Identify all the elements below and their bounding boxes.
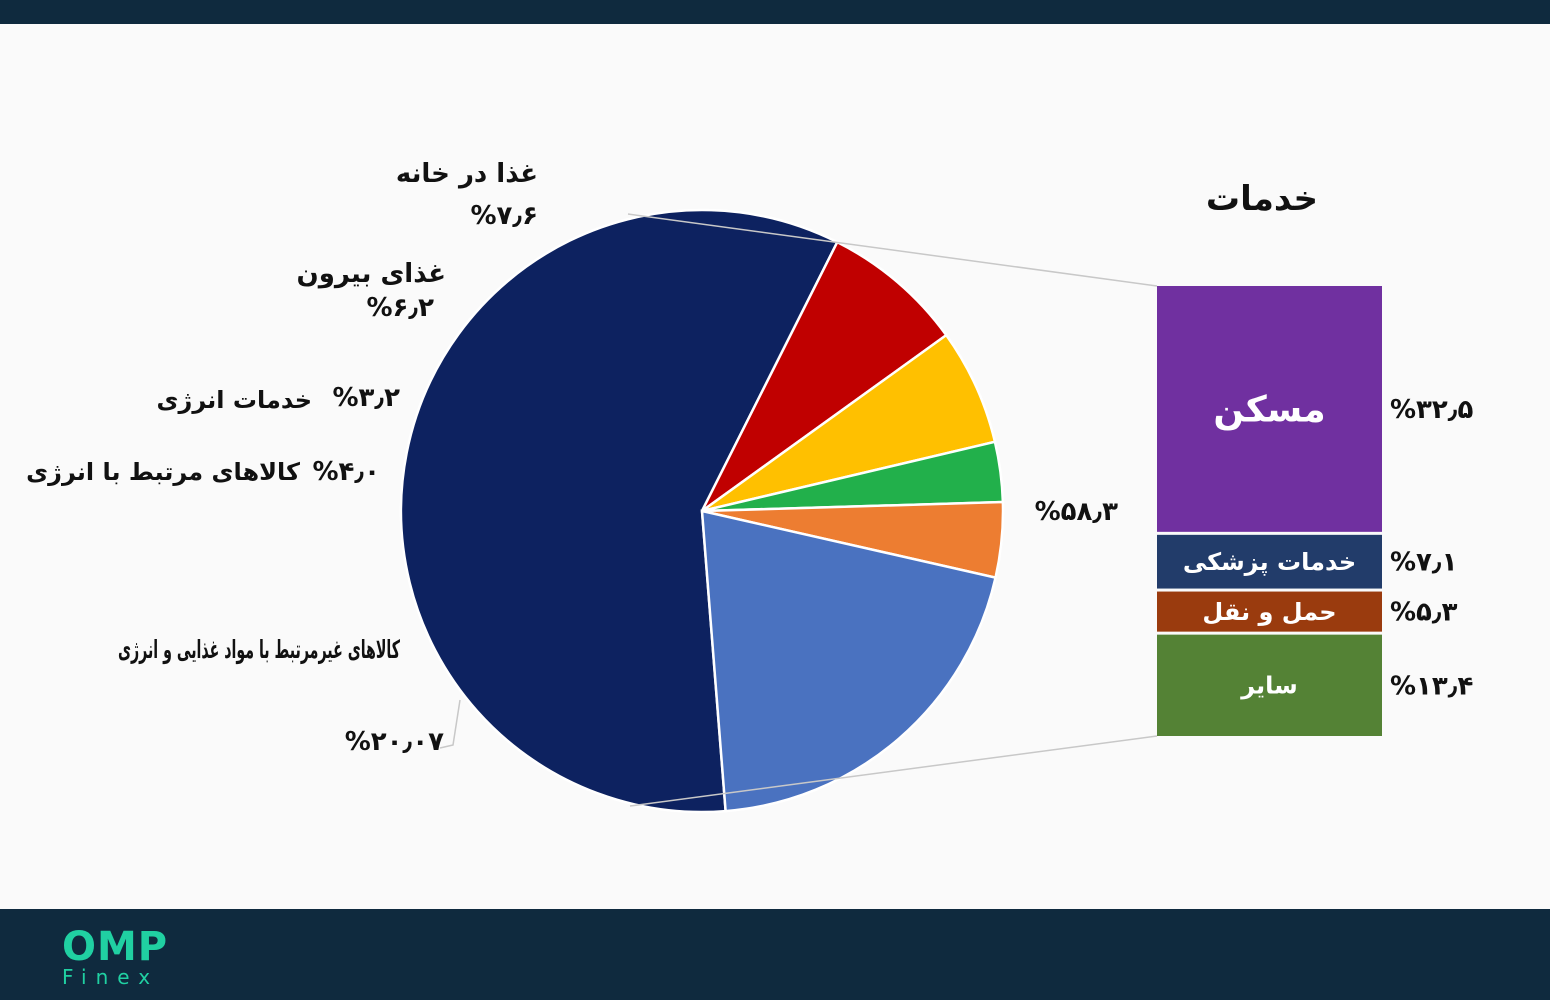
- slice-value-0: %۵۸٫۳: [1035, 497, 1119, 527]
- connector-lines: [439, 213, 1158, 807]
- slice-label-4: کالاهای مرتبط با انرژی: [26, 458, 300, 486]
- breakdown-label-1: خدمات پزشکی: [1183, 548, 1356, 576]
- breakdown-value-3: %۱۳٫۴: [1390, 671, 1473, 701]
- slice-label-2: غذای بیرون: [297, 259, 446, 289]
- breakdown-value-0: %۳۲٫۵: [1390, 395, 1474, 425]
- breakdown-segment-0: [1157, 286, 1382, 532]
- logo: OMP: [62, 924, 169, 970]
- connector-bottom: [629, 735, 1158, 807]
- chart-labels: %۵۸٫۳ غذا در خانه %۷٫۶ غذای بیرون %۶٫۲ %۳٫۲ خد…: [26, 159, 1473, 757]
- breakdown-label-0: مسکن: [1213, 390, 1325, 431]
- pie-slice-2: [701, 333, 997, 513]
- breakdown-segment-3: [1157, 634, 1382, 736]
- breakdown-label-3: سایر: [1240, 672, 1298, 700]
- breakdown-segment-1: [1157, 534, 1382, 589]
- breakdown-value-2: %۵٫۳: [1390, 598, 1458, 628]
- breakdown-segment-2: [1157, 591, 1382, 632]
- leader-line: [439, 699, 461, 749]
- logo-subtitle: Finex: [62, 965, 160, 989]
- pie-chart: [399, 208, 1005, 814]
- pie-slice-5: [700, 509, 998, 813]
- slice-label-1: غذا در خانه: [396, 159, 538, 189]
- slice-label-5: کالاهای غیرمرتبط با مواد غذایی و انرژی: [118, 635, 400, 665]
- pie-slice-1: [700, 240, 949, 513]
- breakdown-title: خدمات: [1206, 179, 1318, 219]
- slice-value-3: %۳٫۲: [332, 383, 400, 413]
- pie-slice-0: [399, 208, 839, 814]
- breakdown-stack: [1157, 286, 1382, 736]
- connector-top: [627, 213, 1158, 287]
- slice-label-3: خدمات انرژی: [157, 386, 312, 414]
- slice-value-1: %۷٫۶: [470, 201, 538, 231]
- slice-value-5: %۲۰٫۰۷: [345, 727, 444, 757]
- footer-bar: [0, 909, 1550, 1000]
- slice-value-4: %۴٫۰: [312, 457, 380, 487]
- breakdown-label-2: حمل و نقل: [1202, 598, 1336, 626]
- slice-value-2: %۶٫۲: [366, 293, 434, 323]
- top-bar: [0, 0, 1550, 24]
- breakdown-value-1: %۷٫۱: [1390, 548, 1458, 578]
